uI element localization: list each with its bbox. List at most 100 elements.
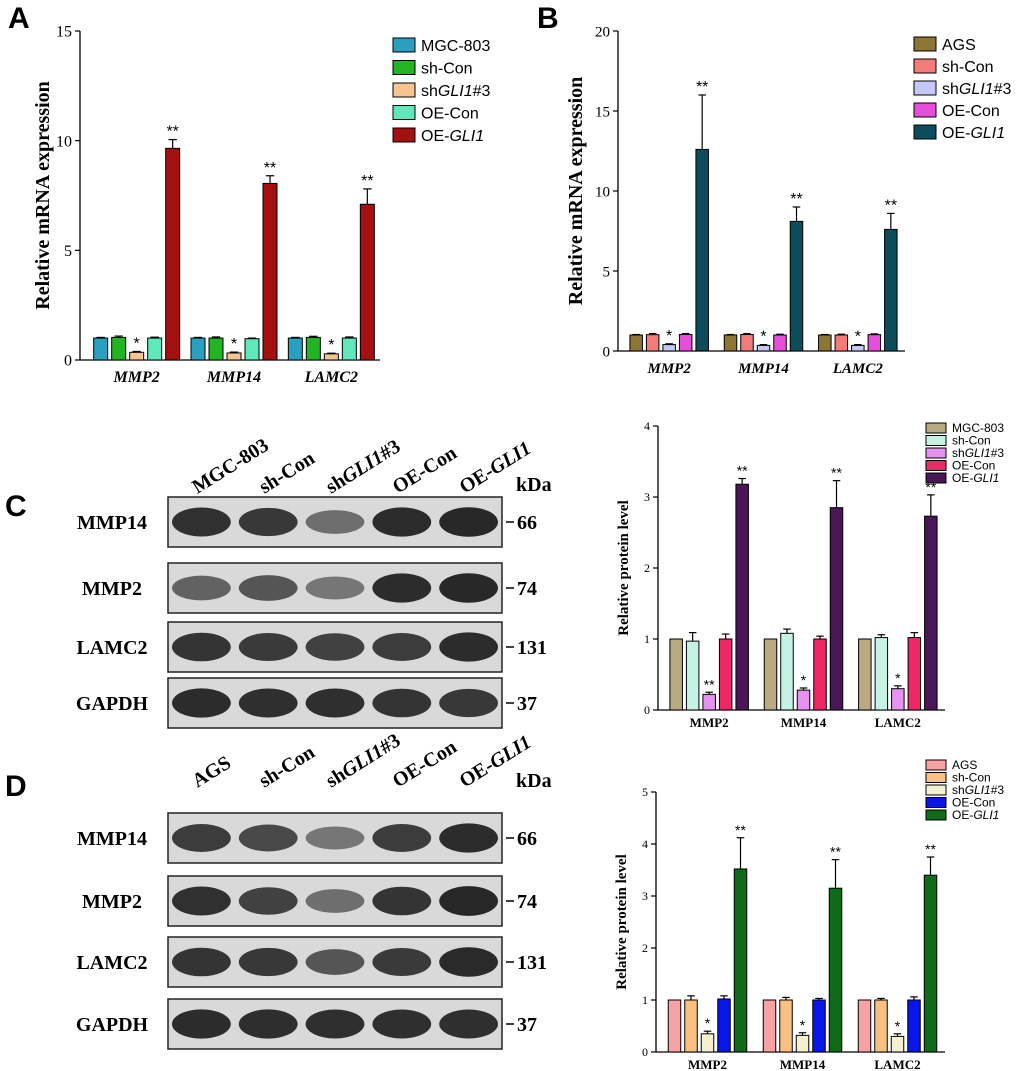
bar: [763, 638, 778, 711]
legend-label: OE-Con: [952, 459, 995, 473]
blot-band: [372, 947, 432, 977]
significance-mark: **: [735, 822, 746, 838]
significance-mark: **: [831, 465, 842, 481]
y-tick-label: 5: [64, 243, 72, 260]
y-tick-label: 3: [642, 889, 648, 903]
significance-mark: *: [666, 328, 672, 345]
bar: [907, 637, 922, 711]
bar: [779, 999, 793, 1053]
category-label: LAMC2: [304, 369, 358, 386]
bar: [662, 344, 676, 352]
bar: [262, 182, 278, 361]
bar: [857, 999, 872, 1053]
blot-band: [372, 633, 432, 661]
bar: [287, 337, 303, 361]
bar: [733, 868, 748, 1053]
blot-band: [439, 507, 498, 537]
bar: [756, 344, 771, 352]
blot-band: [439, 886, 498, 916]
bar: [359, 203, 375, 361]
kda-label: kDa: [516, 474, 552, 496]
panel-letter: C: [5, 490, 27, 523]
legend-label: MGC-803: [421, 38, 490, 55]
blot-band: [172, 507, 231, 537]
bar: [341, 337, 357, 361]
legend-swatch: [392, 60, 416, 75]
bar: [924, 515, 938, 711]
protein-label: MMP14: [77, 512, 147, 534]
y-tick-label: 5: [603, 264, 611, 280]
category-label: MMP2: [690, 715, 729, 730]
category-label: MMP14: [737, 361, 789, 377]
blot-band: [238, 824, 298, 852]
y-axis-title: Relative mRNA expression: [32, 81, 54, 310]
significance-mark: *: [231, 336, 237, 353]
bar: [695, 148, 709, 352]
blot-band: [172, 886, 231, 916]
panel-letter: D: [5, 770, 27, 803]
legend-label: OE-GLI1: [421, 128, 484, 145]
y-tick-label: 2: [642, 941, 648, 955]
significance-mark: *: [895, 670, 901, 686]
kda-value: 131: [517, 952, 547, 974]
blot-row: MMP2 74: [82, 875, 537, 927]
y-axis-title: Relative protein level: [616, 500, 632, 636]
y-tick-label: 4: [642, 837, 648, 851]
y-tick-label: 15: [56, 24, 72, 41]
blot-row: GAPDH 37: [76, 677, 537, 729]
blot-band: [238, 575, 298, 601]
blot-band: [238, 1009, 298, 1039]
legend-label: AGS: [952, 758, 977, 772]
y-tick-label: 2: [644, 561, 650, 575]
blot-band: [172, 688, 231, 718]
bar: [780, 632, 794, 711]
blot-band: [305, 688, 365, 718]
blot-band: [305, 826, 365, 850]
y-tick-label: 0: [642, 1045, 648, 1059]
category-label: LAMC2: [832, 361, 884, 377]
bar: [190, 337, 206, 361]
bar: [907, 999, 921, 1053]
protein-label: MMP14: [77, 828, 147, 850]
bar: [796, 689, 811, 711]
bar: [645, 334, 660, 352]
bar: [858, 638, 872, 711]
blot-band: [305, 510, 365, 534]
blot-band: [305, 633, 365, 661]
protein-label: LAMC2: [76, 637, 147, 659]
y-tick-label: 3: [644, 490, 650, 504]
bar: [685, 640, 700, 711]
legend-swatch: [925, 460, 947, 471]
y-tick-label: 4: [644, 419, 650, 433]
blot-row: LAMC2 131: [76, 621, 547, 673]
legend-swatch: [925, 797, 947, 808]
blot-band: [238, 947, 298, 977]
bar: [890, 1035, 905, 1053]
kda-value: 131: [517, 637, 547, 659]
blot-row: MMP2 74: [82, 562, 537, 614]
blot-band: [439, 573, 498, 603]
legend-label: shGLI1#3: [952, 446, 1004, 460]
legend-swatch: [913, 80, 937, 96]
legend-swatch: [925, 447, 947, 459]
bar: [834, 334, 849, 352]
legend-swatch: [925, 422, 947, 434]
protein-label: GAPDH: [76, 1014, 149, 1036]
blot-band: [305, 889, 365, 913]
blot-band: [172, 947, 231, 977]
category-label: MMP14: [781, 715, 827, 730]
bar: [244, 338, 260, 361]
legend-swatch: [392, 82, 416, 98]
significance-mark: **: [925, 841, 936, 857]
legend-label: AGS: [942, 37, 976, 54]
category-label: MMP2: [646, 361, 691, 377]
legend-swatch: [925, 472, 947, 484]
significance-mark: *: [855, 329, 861, 346]
significance-mark: **: [361, 173, 373, 190]
blot-band: [305, 576, 365, 600]
blot-band: [305, 949, 365, 975]
legend-swatch: [925, 435, 947, 446]
category-label: MMP2: [688, 1057, 727, 1071]
